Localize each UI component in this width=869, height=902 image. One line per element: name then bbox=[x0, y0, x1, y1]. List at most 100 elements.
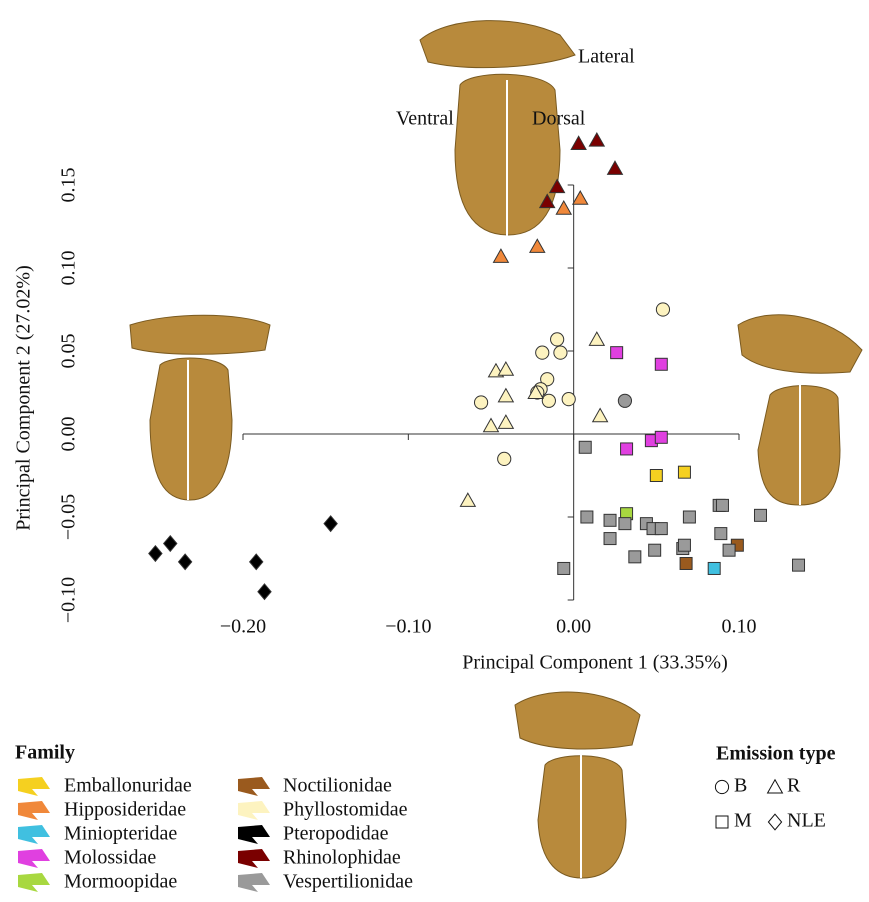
point bbox=[540, 372, 555, 387]
legend-label: Mormoopidae bbox=[64, 871, 177, 893]
legend-label: B bbox=[734, 775, 747, 797]
point bbox=[323, 515, 338, 533]
point bbox=[535, 345, 550, 360]
point bbox=[588, 331, 606, 346]
legend-label: Noctilionidae bbox=[283, 775, 392, 797]
point bbox=[620, 442, 634, 456]
legend-label: Miniopteridae bbox=[64, 823, 177, 845]
x-tick-label: 0.10 bbox=[722, 616, 757, 638]
annotation: Lateral bbox=[578, 46, 635, 68]
point bbox=[497, 361, 515, 376]
point bbox=[707, 561, 721, 575]
point bbox=[648, 543, 662, 557]
point bbox=[677, 538, 691, 552]
point bbox=[528, 238, 546, 253]
point bbox=[459, 492, 477, 507]
point bbox=[248, 553, 264, 571]
legend-swatch bbox=[238, 825, 270, 844]
legend-symbol bbox=[766, 778, 784, 794]
x-axis-title: Principal Component 1 (33.35%) bbox=[462, 652, 728, 674]
point bbox=[591, 407, 609, 423]
point bbox=[618, 517, 632, 531]
legend-swatch bbox=[18, 873, 50, 892]
legend-label: R bbox=[787, 775, 801, 797]
point bbox=[606, 160, 624, 175]
point bbox=[162, 534, 178, 553]
point bbox=[792, 558, 806, 572]
y-axis-title: Principal Component 2 (27.02%) bbox=[13, 265, 35, 531]
point bbox=[677, 465, 691, 479]
legend-swatch bbox=[238, 801, 270, 820]
annotation: Dorsal bbox=[532, 108, 586, 130]
point bbox=[538, 193, 556, 209]
legend-label: M bbox=[734, 810, 752, 832]
point bbox=[557, 561, 571, 575]
legend-swatch bbox=[18, 777, 50, 796]
point bbox=[561, 392, 576, 407]
point bbox=[628, 550, 642, 564]
legend-label: Emballonuridae bbox=[64, 775, 192, 797]
point bbox=[603, 532, 617, 546]
y-tick-label: −0.05 bbox=[58, 494, 80, 540]
point bbox=[722, 543, 736, 557]
legend-swatch bbox=[18, 849, 50, 868]
point bbox=[654, 430, 668, 444]
point bbox=[482, 417, 500, 433]
point bbox=[570, 135, 587, 150]
legend-label: NLE bbox=[787, 810, 826, 832]
point bbox=[715, 498, 729, 512]
point bbox=[148, 544, 163, 563]
legend-swatch bbox=[238, 873, 270, 892]
point bbox=[655, 302, 671, 317]
point bbox=[571, 190, 589, 205]
x-tick-label: 0.00 bbox=[556, 616, 591, 638]
legend-swatch bbox=[238, 777, 270, 796]
annotation: Ventral bbox=[396, 108, 454, 130]
x-tick-label: −0.20 bbox=[220, 616, 266, 638]
legend-symbol bbox=[715, 815, 729, 829]
point bbox=[617, 393, 633, 408]
point bbox=[588, 131, 606, 147]
point bbox=[682, 510, 696, 524]
legend-symbol bbox=[767, 813, 783, 831]
y-tick-label: 0.15 bbox=[58, 168, 80, 203]
skull-left bbox=[129, 314, 271, 501]
point bbox=[603, 513, 617, 527]
point bbox=[714, 527, 728, 541]
point bbox=[679, 556, 693, 570]
point bbox=[654, 357, 668, 371]
skull-right bbox=[737, 314, 863, 506]
legend-swatch bbox=[238, 849, 270, 868]
x-tick-label: −0.10 bbox=[385, 616, 431, 638]
y-tick-label: 0.00 bbox=[58, 417, 80, 452]
point bbox=[177, 553, 193, 571]
skull-bottom bbox=[514, 691, 641, 879]
legend-label: Molossidae bbox=[64, 847, 156, 869]
point bbox=[497, 414, 515, 429]
skull-top bbox=[419, 20, 576, 236]
point bbox=[580, 510, 594, 524]
point bbox=[257, 583, 272, 601]
point bbox=[527, 384, 544, 399]
point bbox=[497, 451, 512, 466]
legend-swatch bbox=[18, 801, 50, 820]
legend-label: Phyllostomidae bbox=[283, 799, 408, 821]
legend-title: Emission type bbox=[716, 743, 836, 765]
legend-label: Hipposideridae bbox=[64, 799, 186, 821]
y-tick-label: 0.10 bbox=[58, 251, 80, 286]
legend-label: Vespertilionidae bbox=[283, 871, 413, 893]
legend-title: Family bbox=[15, 742, 75, 764]
point bbox=[473, 395, 489, 410]
point bbox=[541, 393, 556, 408]
point bbox=[548, 178, 566, 194]
point bbox=[553, 345, 568, 360]
point bbox=[555, 200, 573, 215]
point bbox=[649, 469, 663, 482]
point bbox=[753, 508, 767, 522]
point bbox=[610, 346, 624, 360]
point bbox=[497, 387, 515, 403]
legend-label: Rhinolophidae bbox=[283, 847, 401, 869]
legend-symbol bbox=[714, 779, 730, 795]
legend-swatch bbox=[18, 825, 50, 844]
